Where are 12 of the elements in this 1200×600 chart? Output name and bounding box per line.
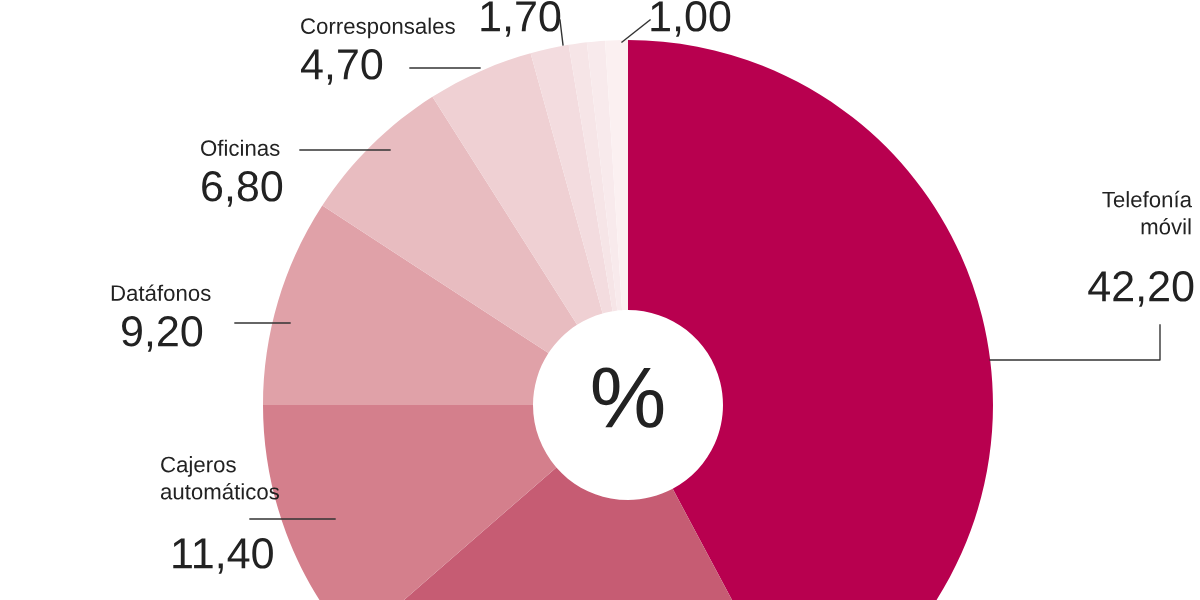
- data-label: 1,70: [481, 1, 561, 37]
- data-label: 11,40: [173, 538, 273, 574]
- data-label: 42,20: [1088, 271, 1194, 307]
- slice-label: Telefonía móvil: [1102, 190, 1193, 235]
- data-label: 6,80: [202, 171, 283, 207]
- data-label: 4,70: [300, 49, 383, 85]
- slice-label: Datáfonos: [111, 284, 211, 301]
- data-label: 1,00: [651, 1, 731, 37]
- text: %: [592, 367, 664, 428]
- slice-label: Corresponsales: [301, 17, 455, 39]
- slice-label: Oficinas: [201, 139, 280, 156]
- data-label: 9,20: [122, 316, 203, 352]
